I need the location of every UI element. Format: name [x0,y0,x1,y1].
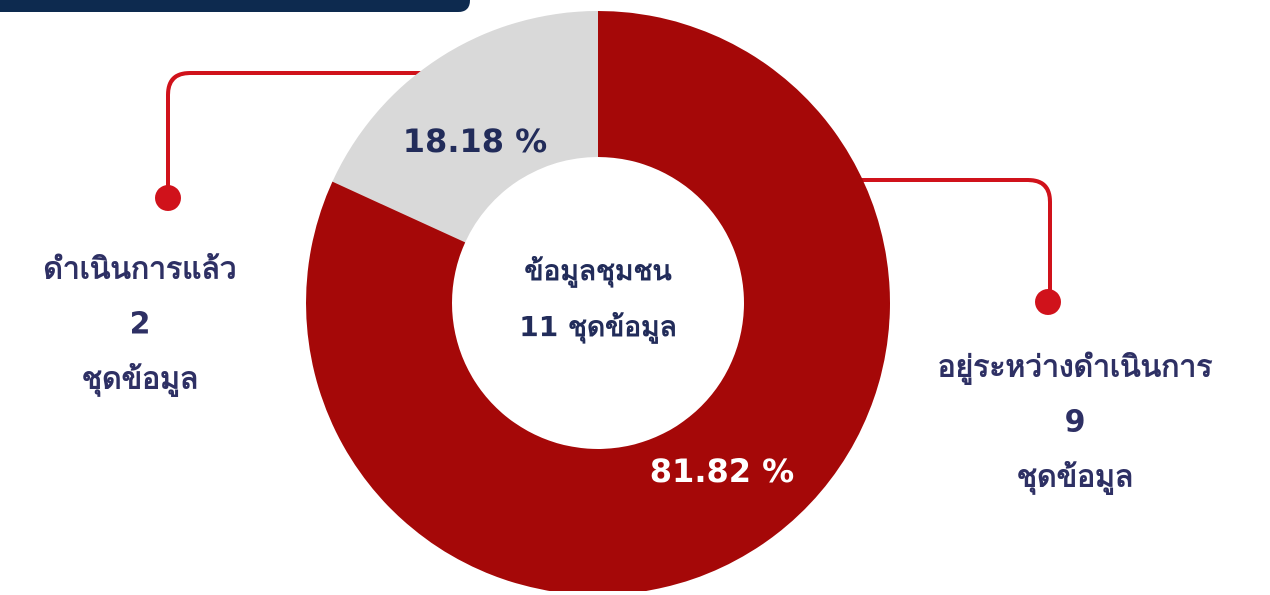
leader-line [166,71,455,198]
leader-dot [1035,289,1061,315]
count-label: 2 [130,307,151,342]
unit-label: ชุดข้อมูล [82,362,199,398]
value-label: 81.82 % [650,452,794,490]
leader-line [848,178,1052,302]
slice [305,11,890,595]
value-label: 18.18 % [403,122,547,160]
unit-label: ชุดข้อมูล [1017,460,1134,496]
category-label: อยู่ระหว่างดำเนินการ [938,350,1213,386]
leader-dot [155,185,181,211]
header-bar [0,0,470,12]
center-subtitle: 11 ชุดข้อมูล [519,310,676,344]
slice [332,11,598,243]
category-label: ดำเนินการแล้ว [43,252,236,287]
count-label: 9 [1065,405,1086,440]
center-title: ข้อมูลชุมชน [524,254,671,288]
